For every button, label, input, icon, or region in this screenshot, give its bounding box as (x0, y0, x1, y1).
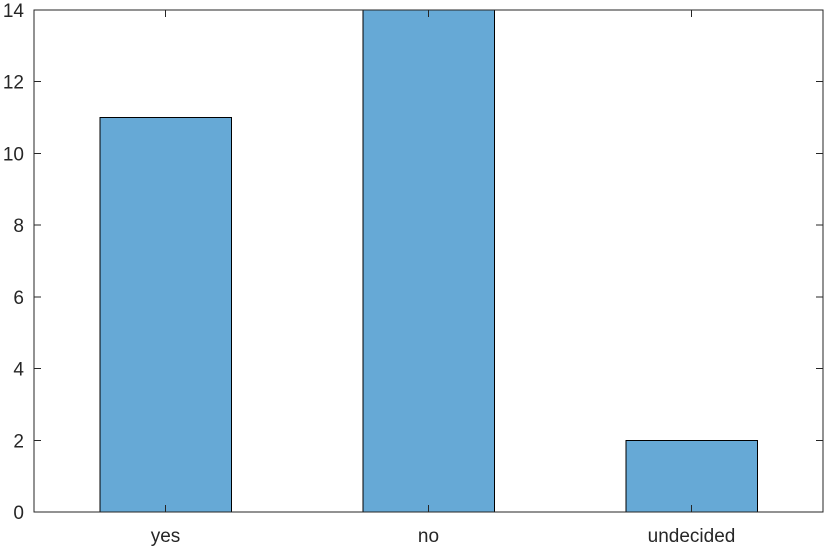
y-tick-label-10: 10 (3, 144, 24, 165)
y-tick-label-4: 4 (13, 360, 24, 381)
x-axis-ticks: yes no undecided (151, 10, 736, 547)
y-tick-label-2: 2 (13, 431, 24, 452)
y-axis-ticks: 0 2 4 6 8 10 12 14 (3, 1, 823, 524)
x-tick-label-no: no (418, 526, 439, 547)
x-tick-label-yes: yes (151, 526, 181, 547)
bar-yes (99, 117, 232, 513)
bars-group (99, 9, 758, 513)
y-tick-label-8: 8 (13, 216, 24, 237)
bar-undecided (625, 439, 758, 513)
y-tick-label-14: 14 (3, 1, 25, 22)
y-tick-label-0: 0 (13, 503, 24, 524)
plot-frame (33, 9, 824, 513)
y-tick-label-6: 6 (13, 288, 24, 309)
x-tick-label-undecided: undecided (648, 526, 736, 547)
bar-no (362, 9, 495, 513)
y-tick-label-12: 12 (3, 73, 24, 94)
